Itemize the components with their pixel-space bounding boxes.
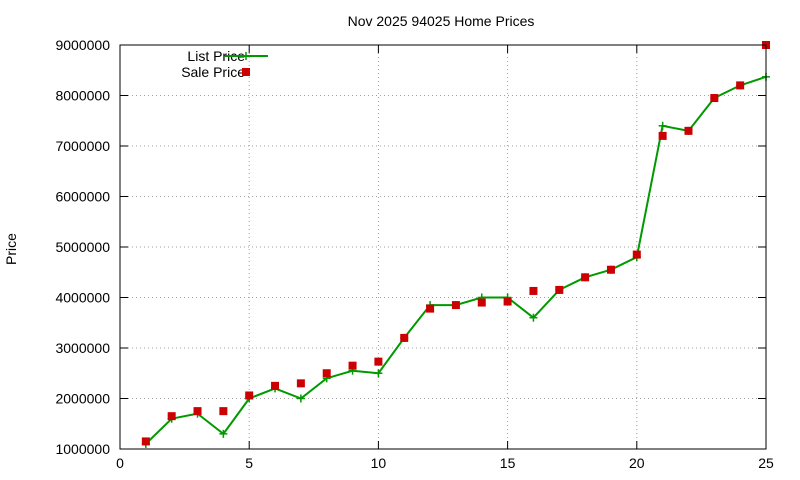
- tick-marks: [119, 44, 767, 450]
- x-tick-label: 20: [629, 455, 645, 471]
- legend-swatch-list-marker: [242, 52, 250, 60]
- sale-price-point: [219, 407, 228, 416]
- sale-price-point: [167, 412, 176, 421]
- tick-labels: 1000000 2000000 3000000 4000000 5000000 60000…: [55, 37, 774, 471]
- list-price-point: [374, 369, 383, 378]
- sale-price-point: [555, 285, 564, 294]
- y-tick-label: 5000000: [55, 239, 110, 255]
- sale-price-point: [477, 298, 486, 307]
- sale-price-point: [348, 361, 357, 370]
- x-tick-label: 15: [500, 455, 516, 471]
- y-tick-label: 1000000: [55, 441, 110, 457]
- sale-price-point: [529, 286, 538, 295]
- sale-price-point: [141, 437, 150, 446]
- x-tick-label: 5: [245, 455, 253, 471]
- sale-price-point: [271, 381, 280, 390]
- y-tick-label: 7000000: [55, 138, 110, 154]
- sale-price-point: [296, 379, 305, 388]
- y-tick-label: 3000000: [55, 340, 110, 356]
- list-price-point: [219, 429, 228, 438]
- sale-price-point: [451, 301, 460, 310]
- sale-price-point: [426, 304, 435, 313]
- legend-label-sale-price: Sale Price: [181, 64, 245, 80]
- list-price-point: [658, 121, 667, 130]
- sale-price-point: [400, 333, 409, 342]
- sale-price-point: [374, 357, 383, 366]
- sale-price-point: [606, 265, 615, 274]
- sale-price-point: [710, 94, 719, 103]
- legend-swatch-sale-marker: [242, 68, 250, 76]
- sale-price-point: [193, 407, 202, 416]
- sale-price-point: [658, 131, 667, 140]
- grid-lines: [120, 45, 766, 449]
- list-price-point: [529, 313, 538, 322]
- x-tick-label: 0: [116, 455, 124, 471]
- y-tick-label: 8000000: [55, 88, 110, 104]
- chart-title: Nov 2025 94025 Home Prices: [348, 13, 535, 29]
- sale-price-point: [684, 126, 693, 135]
- x-tick-label: 25: [758, 455, 774, 471]
- sale-price-point: [581, 273, 590, 282]
- list-price-point: [296, 394, 305, 403]
- sale-price-point: [736, 81, 745, 90]
- y-tick-label: 9000000: [55, 37, 110, 53]
- x-tick-label: 10: [371, 455, 387, 471]
- series-layer: [141, 41, 770, 448]
- legend-label-list-price: List Price: [187, 48, 245, 64]
- list-price-line: [145, 75, 767, 445]
- y-axis-label: Price: [3, 233, 19, 265]
- sale-price-point: [322, 369, 331, 378]
- sale-price-point: [245, 391, 254, 400]
- sale-price-point: [632, 250, 641, 259]
- y-tick-label: 2000000: [55, 391, 110, 407]
- sale-price-point: [503, 297, 512, 306]
- y-tick-label: 4000000: [55, 290, 110, 306]
- y-tick-label: 6000000: [55, 189, 110, 205]
